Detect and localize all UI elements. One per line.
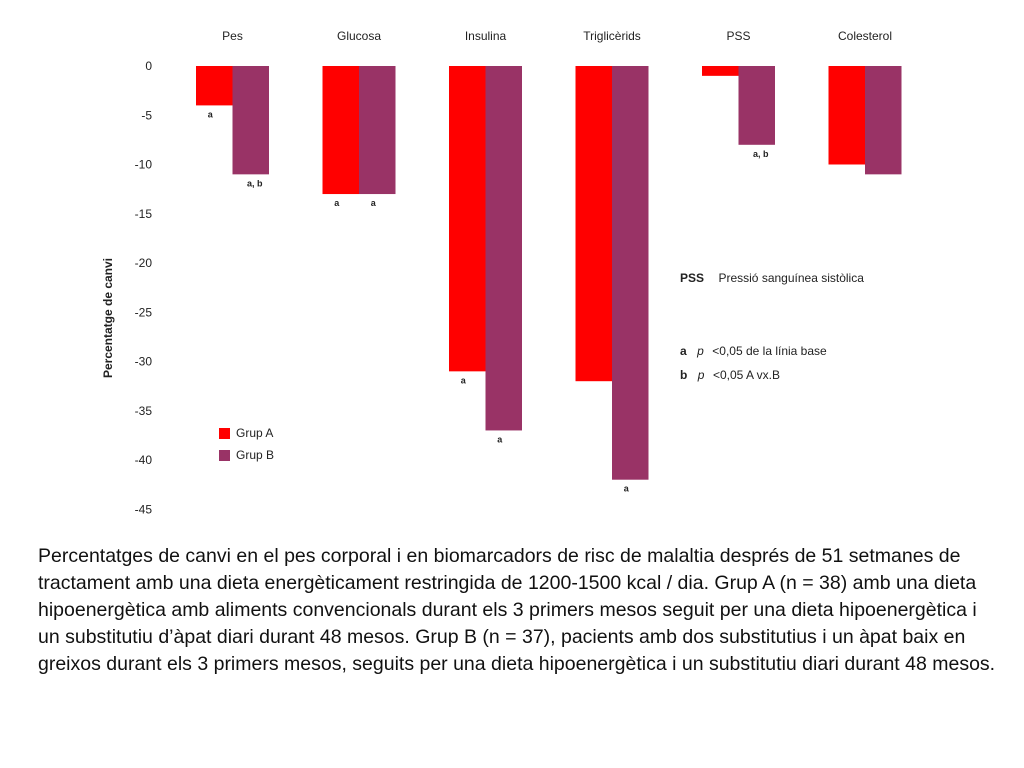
y-tick-label: -40 xyxy=(135,453,153,467)
significance-label: a xyxy=(371,198,377,208)
legend-swatch xyxy=(219,450,230,461)
bar xyxy=(865,66,902,175)
significance-labels: a a a a, b a a a a, b xyxy=(208,109,769,493)
bar xyxy=(322,66,359,195)
a-key: a xyxy=(680,344,687,358)
y-tick-label: -30 xyxy=(135,355,153,369)
legend-swatch xyxy=(219,428,230,439)
bar xyxy=(702,66,739,76)
b-p: p xyxy=(697,368,705,382)
significance-label: a xyxy=(497,434,503,444)
bar xyxy=(612,66,649,480)
y-tick-label: -25 xyxy=(135,305,153,319)
category-label: Insulina xyxy=(465,29,507,43)
category-label: PSS xyxy=(726,29,750,43)
legend: Grup A Grup B xyxy=(219,426,274,462)
b-key: b xyxy=(680,368,687,382)
bar xyxy=(738,66,775,145)
legend-label: Grup B xyxy=(236,448,274,462)
pss-text: Pressió sanguínea sistòlica xyxy=(718,271,864,285)
y-tick-label: 0 xyxy=(145,59,152,73)
pss-note: PSS Pressió sanguínea sistòlica xyxy=(680,269,864,286)
category-labels: Pes Glucosa Insulina Triglicèrids PSS Coleste… xyxy=(222,29,892,43)
y-tick-label: -20 xyxy=(135,256,153,270)
y-axis-label: Percentatge de canvi xyxy=(101,258,115,378)
y-tick-label: -15 xyxy=(135,207,153,221)
significance-label: a xyxy=(461,375,467,385)
y-axis-ticks: 0 -5 -10 -15 -20 -25 -30 -35 -40 -45 xyxy=(135,59,153,516)
a-p: p xyxy=(696,344,704,358)
bar xyxy=(232,66,269,175)
bar xyxy=(196,66,233,106)
significance-label: a, b xyxy=(753,149,769,159)
notes: PSS Pressió sanguínea sistòlica a p <0,0… xyxy=(680,269,864,383)
bar xyxy=(575,66,612,382)
bars xyxy=(196,66,902,480)
significance-label: a xyxy=(624,484,630,494)
category-label: Pes xyxy=(222,29,243,43)
category-label: Glucosa xyxy=(337,29,381,43)
pss-abbr: PSS xyxy=(680,271,704,285)
y-tick-label: -5 xyxy=(141,108,152,122)
a-note: a p <0,05 de la línia base xyxy=(680,342,827,359)
category-label: Colesterol xyxy=(838,29,892,43)
bar xyxy=(828,66,865,165)
legend-label: Grup A xyxy=(236,426,273,440)
bar xyxy=(485,66,522,431)
significance-label: a xyxy=(208,109,214,119)
b-text: <0,05 A vx.B xyxy=(713,368,780,382)
y-tick-label: -35 xyxy=(135,404,153,418)
category-label: Triglicèrids xyxy=(583,29,641,43)
significance-label: a xyxy=(334,198,340,208)
bar xyxy=(359,66,396,195)
a-text: <0,05 de la línia base xyxy=(712,344,827,358)
y-tick-label: -10 xyxy=(135,158,153,172)
significance-label: a, b xyxy=(247,178,263,188)
b-note: b p <0,05 A vx.B xyxy=(680,366,780,383)
bar xyxy=(449,66,486,372)
bar-chart: 0 -5 -10 -15 -20 -25 -30 -35 -40 -45 Pes Glucosa In… xyxy=(101,29,902,516)
y-tick-label: -45 xyxy=(135,502,153,516)
figure-caption: Percentatges de canvi en el pes corporal… xyxy=(38,545,996,675)
